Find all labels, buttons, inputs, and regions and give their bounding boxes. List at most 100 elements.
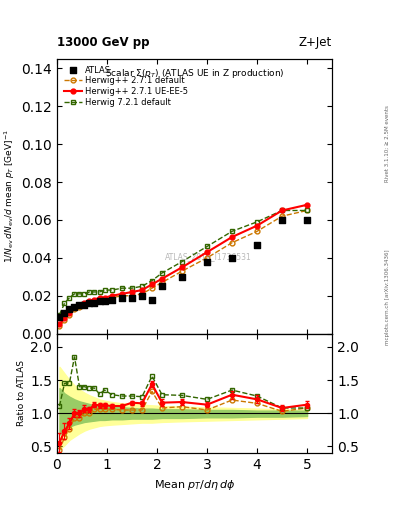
Herwig++ 2.7.1 default xyxy=(77,304,82,310)
Text: ATLAS_2019_I1736531: ATLAS_2019_I1736531 xyxy=(165,252,252,261)
Herwig++ 2.7.1 default xyxy=(62,317,67,324)
Herwig++ 2.7.1 default xyxy=(130,293,134,299)
Herwig++ 2.7.1 default xyxy=(72,306,77,312)
Herwig 7.2.1 default xyxy=(67,294,72,301)
Y-axis label: $1/N_{\rm ev}\,dN_{\rm ev}/d$ mean $p_T\;[{\rm GeV}]^{-1}$: $1/N_{\rm ev}\,dN_{\rm ev}/d$ mean $p_T\… xyxy=(3,130,17,263)
Text: Z+Jet: Z+Jet xyxy=(299,36,332,49)
Herwig++ 2.7.1 UE-EE-5 xyxy=(102,294,107,301)
Herwig++ 2.7.1 default xyxy=(110,294,114,301)
ATLAS xyxy=(304,216,310,224)
Herwig++ 2.7.1 UE-EE-5 xyxy=(140,287,144,293)
Herwig 7.2.1 default xyxy=(255,219,259,225)
ATLAS xyxy=(149,295,155,304)
Herwig++ 2.7.1 default xyxy=(280,213,285,219)
Herwig 7.2.1 default xyxy=(102,287,107,293)
ATLAS xyxy=(229,254,235,262)
Herwig++ 2.7.1 UE-EE-5 xyxy=(87,298,92,305)
Herwig++ 2.7.1 default xyxy=(180,268,184,274)
Herwig++ 2.7.1 UE-EE-5 xyxy=(62,315,67,322)
Herwig++ 2.7.1 default xyxy=(82,302,87,308)
ATLAS xyxy=(81,301,88,309)
Herwig++ 2.7.1 default xyxy=(67,312,72,318)
X-axis label: Mean $p_T/d\eta\,d\phi$: Mean $p_T/d\eta\,d\phi$ xyxy=(154,478,235,492)
ATLAS xyxy=(61,309,68,317)
ATLAS xyxy=(101,297,108,306)
Herwig++ 2.7.1 default xyxy=(140,291,144,297)
Herwig 7.2.1 default xyxy=(77,291,82,297)
Herwig++ 2.7.1 UE-EE-5 xyxy=(67,310,72,316)
Herwig++ 2.7.1 UE-EE-5 xyxy=(180,264,184,270)
Herwig 7.2.1 default xyxy=(150,278,154,284)
Herwig++ 2.7.1 default xyxy=(230,240,234,246)
Herwig++ 2.7.1 UE-EE-5 xyxy=(72,304,77,310)
ATLAS xyxy=(72,303,78,311)
Text: Rivet 3.1.10; ≥ 2.5M events: Rivet 3.1.10; ≥ 2.5M events xyxy=(385,105,389,182)
Text: mcplots.cern.ch [arXiv:1306.3436]: mcplots.cern.ch [arXiv:1306.3436] xyxy=(385,249,389,345)
Herwig 7.2.1 default xyxy=(110,287,114,293)
Herwig++ 2.7.1 UE-EE-5 xyxy=(57,321,62,327)
Herwig 7.2.1 default xyxy=(87,289,92,295)
Herwig 7.2.1 default xyxy=(92,289,97,295)
Line: Herwig 7.2.1 default: Herwig 7.2.1 default xyxy=(57,208,310,317)
Herwig 7.2.1 default xyxy=(82,291,87,297)
Herwig 7.2.1 default xyxy=(119,285,124,291)
Herwig++ 2.7.1 UE-EE-5 xyxy=(255,223,259,229)
ATLAS xyxy=(96,297,103,306)
ATLAS xyxy=(56,312,62,321)
Herwig 7.2.1 default xyxy=(160,270,164,276)
Herwig 7.2.1 default xyxy=(180,259,184,265)
Herwig++ 2.7.1 default xyxy=(97,296,102,303)
Herwig 7.2.1 default xyxy=(140,283,144,289)
ATLAS xyxy=(139,292,145,300)
Herwig++ 2.7.1 UE-EE-5 xyxy=(280,207,285,214)
Herwig++ 2.7.1 default xyxy=(305,207,309,214)
Y-axis label: Ratio to ATLAS: Ratio to ATLAS xyxy=(17,360,26,426)
Line: Herwig++ 2.7.1 UE-EE-5: Herwig++ 2.7.1 UE-EE-5 xyxy=(57,202,310,327)
Herwig 7.2.1 default xyxy=(62,300,67,306)
Herwig++ 2.7.1 UE-EE-5 xyxy=(230,234,234,240)
Herwig++ 2.7.1 UE-EE-5 xyxy=(92,296,97,303)
ATLAS xyxy=(204,258,210,266)
ATLAS xyxy=(279,216,285,224)
Herwig++ 2.7.1 default xyxy=(87,300,92,306)
ATLAS xyxy=(66,305,73,313)
ATLAS xyxy=(76,301,83,309)
Herwig++ 2.7.1 UE-EE-5 xyxy=(110,293,114,299)
Herwig++ 2.7.1 UE-EE-5 xyxy=(205,249,209,255)
Herwig++ 2.7.1 default xyxy=(255,228,259,234)
ATLAS xyxy=(119,293,125,302)
Herwig++ 2.7.1 default xyxy=(102,296,107,303)
Herwig++ 2.7.1 default xyxy=(57,323,62,329)
ATLAS xyxy=(91,299,97,307)
Herwig 7.2.1 default xyxy=(130,285,134,291)
Line: Herwig++ 2.7.1 default: Herwig++ 2.7.1 default xyxy=(57,208,310,329)
Herwig 7.2.1 default xyxy=(305,207,309,214)
Herwig++ 2.7.1 UE-EE-5 xyxy=(150,281,154,287)
Text: Scalar $\Sigma(p_T)$ (ATLAS UE in Z production): Scalar $\Sigma(p_T)$ (ATLAS UE in Z prod… xyxy=(105,67,284,80)
Herwig++ 2.7.1 UE-EE-5 xyxy=(160,275,164,282)
Herwig++ 2.7.1 UE-EE-5 xyxy=(119,291,124,297)
Herwig 7.2.1 default xyxy=(57,312,62,318)
Herwig++ 2.7.1 default xyxy=(92,298,97,305)
ATLAS xyxy=(86,299,93,307)
Herwig++ 2.7.1 default xyxy=(119,293,124,299)
Herwig++ 2.7.1 UE-EE-5 xyxy=(77,302,82,308)
ATLAS xyxy=(179,273,185,281)
Herwig 7.2.1 default xyxy=(72,291,77,297)
Herwig 7.2.1 default xyxy=(230,228,234,234)
Herwig++ 2.7.1 default xyxy=(160,280,164,286)
ATLAS xyxy=(129,293,135,302)
ATLAS xyxy=(109,295,115,304)
Herwig++ 2.7.1 default xyxy=(150,285,154,291)
Herwig++ 2.7.1 default xyxy=(205,255,209,261)
Text: 13000 GeV pp: 13000 GeV pp xyxy=(57,36,149,49)
ATLAS xyxy=(159,282,165,290)
ATLAS xyxy=(254,241,260,249)
Herwig 7.2.1 default xyxy=(205,243,209,249)
Herwig++ 2.7.1 UE-EE-5 xyxy=(305,202,309,208)
Herwig 7.2.1 default xyxy=(97,289,102,295)
Herwig 7.2.1 default xyxy=(280,207,285,214)
Herwig++ 2.7.1 UE-EE-5 xyxy=(82,300,87,306)
Herwig++ 2.7.1 UE-EE-5 xyxy=(130,289,134,295)
Legend: ATLAS, Herwig++ 2.7.1 default, Herwig++ 2.7.1 UE-EE-5, Herwig 7.2.1 default: ATLAS, Herwig++ 2.7.1 default, Herwig++ … xyxy=(61,63,191,109)
